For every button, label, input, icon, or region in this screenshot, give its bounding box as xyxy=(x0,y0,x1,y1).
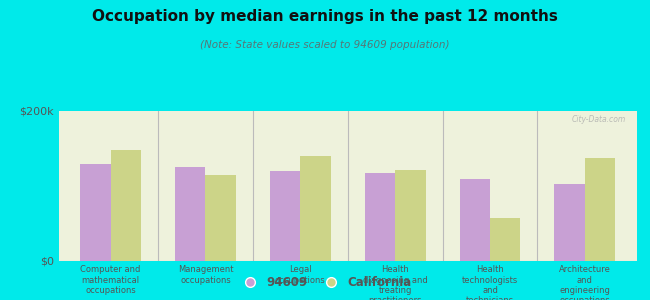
Bar xyxy=(554,184,585,261)
Text: (Note: State values scaled to 94609 population): (Note: State values scaled to 94609 popu… xyxy=(200,40,450,50)
Bar xyxy=(205,175,236,261)
Bar xyxy=(490,218,521,261)
Legend: 94609, California: 94609, California xyxy=(233,272,417,294)
Bar xyxy=(111,150,141,261)
Bar xyxy=(81,164,110,261)
Bar xyxy=(175,167,205,261)
Bar xyxy=(270,171,300,261)
Bar xyxy=(300,156,331,261)
Bar xyxy=(395,169,426,261)
Text: City-Data.com: City-Data.com xyxy=(571,116,625,124)
Bar xyxy=(585,158,615,261)
Text: Occupation by median earnings in the past 12 months: Occupation by median earnings in the pas… xyxy=(92,9,558,24)
Bar xyxy=(365,172,395,261)
Bar xyxy=(460,178,490,261)
